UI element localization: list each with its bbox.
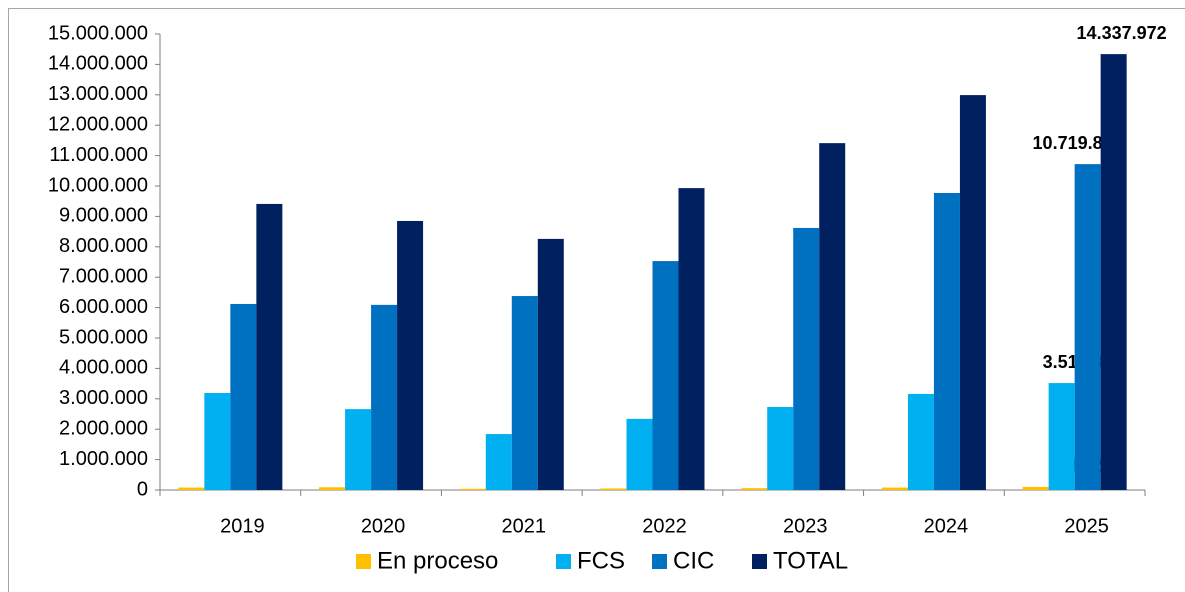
bar [1048,383,1075,490]
chart-border [8,8,1185,592]
bar [933,192,960,490]
bar [459,488,486,490]
value-label: 10.719.833 [1033,133,1123,153]
bar [537,238,564,490]
x-tick-label: 2021 [502,515,547,537]
bar [678,188,705,491]
legend-swatch [556,554,571,569]
y-tick-label: 15.000.000 [48,22,148,44]
value-label: 14.337.972 [1077,23,1167,43]
x-tick-label: 2019 [220,515,265,537]
y-tick-label: 7.000.000 [59,265,148,287]
legend-label: En proceso [377,547,498,574]
y-tick-label: 4.000.000 [59,357,148,379]
x-tick-label: 2020 [361,515,406,537]
bar [741,488,768,490]
y-tick-label: 8.000.000 [59,235,148,257]
y-tick-label: 13.000.000 [48,83,148,105]
y-tick-label: 5.000.000 [59,326,148,348]
bar [626,418,653,490]
bar [819,143,846,491]
bar [959,95,986,490]
bar [371,304,398,490]
y-tick-label: 6.000.000 [59,296,148,318]
bar [204,393,231,490]
bar [767,407,794,490]
y-tick-label: 14.000.000 [48,53,148,75]
legend-label: FCS [577,547,625,574]
bar [485,434,512,490]
y-tick-label: 1.000.000 [59,448,148,470]
bar [652,261,679,490]
bar [511,296,538,490]
bar [319,487,346,490]
bar [345,409,372,490]
legend-swatch [752,554,767,569]
y-tick-label: 3.000.000 [59,387,148,409]
x-tick-label: 2022 [642,515,687,537]
bar [881,487,908,490]
y-tick-label: 0 [137,478,148,500]
legend-swatch [652,554,667,569]
bar [256,203,283,490]
y-tick-label: 11.000.000 [49,144,148,166]
bar [1100,54,1127,491]
bar [397,220,424,490]
bar [178,487,205,490]
bar [1022,486,1049,490]
y-tick-label: 2.000.000 [59,417,148,439]
bar [907,393,934,490]
bar [230,303,257,490]
legend-swatch [356,554,371,569]
x-tick-label: 2024 [924,515,969,537]
y-tick-label: 9.000.000 [59,205,148,227]
x-tick-label: 2023 [783,515,828,537]
x-tick-label: 2025 [1064,515,1109,537]
bar [600,488,627,490]
y-tick-label: 12.000.000 [48,113,148,135]
bar [793,227,820,490]
legend-label: TOTAL [773,547,848,574]
y-tick-label: 10.000.000 [48,174,148,196]
legend-label: CIC [673,547,714,574]
bar [1074,164,1101,491]
